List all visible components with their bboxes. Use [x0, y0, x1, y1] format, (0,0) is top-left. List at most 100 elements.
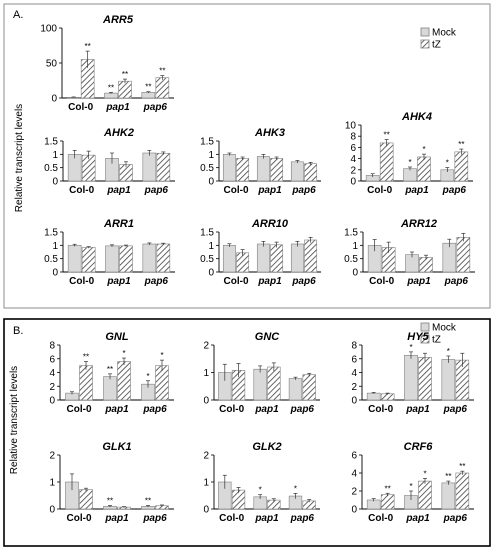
significance-mark: **	[85, 42, 91, 51]
y-tick-label: 2	[351, 382, 357, 393]
bar-tz-pap6	[456, 237, 471, 273]
significance-mark: **	[108, 83, 114, 92]
y-tick-label: 1	[52, 241, 58, 252]
significance-mark: **	[107, 365, 113, 374]
y-tick-label: 1	[203, 478, 209, 489]
y-tick-label: 8	[350, 132, 356, 143]
x-tick-label: pap1	[405, 404, 430, 415]
bar-tz-col-0	[379, 142, 394, 182]
y-tick-label: 2	[203, 451, 209, 462]
panel-letter: B.	[13, 325, 23, 337]
bar-tz-pap1	[270, 158, 284, 182]
x-tick-label: pap6	[290, 404, 315, 415]
x-tick-label: pap6	[444, 276, 469, 287]
chart-title: AHK3	[254, 127, 285, 139]
y-tick-label: 6	[350, 143, 356, 154]
y-tick-label: 100	[40, 24, 57, 35]
significance-mark: *	[122, 349, 125, 358]
y-tick-label: 6	[351, 354, 357, 365]
legend-tz-label: tZ	[432, 40, 441, 51]
bar-tz-pap6	[454, 151, 469, 182]
x-tick-label: pap1	[405, 513, 430, 524]
significance-mark: **	[159, 67, 165, 76]
bar-tz-pap6	[304, 239, 318, 273]
bar-mock-pap1	[104, 92, 118, 99]
x-tick-label: pap1	[104, 513, 129, 524]
panel-a-frame	[3, 3, 491, 309]
y-tick-label: 6	[351, 451, 357, 462]
y-tick-label: 1	[49, 478, 55, 489]
chart-arr10: ARR10 0 0.5 1 1.5 Col-0 pap1 pap6	[200, 218, 321, 287]
x-tick-label: Col-0	[224, 276, 249, 287]
significance-mark: *	[447, 347, 450, 356]
x-tick-label: pap6	[291, 185, 316, 196]
bar-tz-pap1	[418, 357, 432, 401]
chart-title: ARR10	[251, 218, 289, 230]
x-tick-label: Col-0	[69, 185, 94, 196]
y-tick-label: 1	[352, 241, 358, 252]
bar-tz-pap1	[419, 257, 433, 273]
x-tick-label: pap6	[142, 404, 167, 415]
x-tick-label: Col-0	[219, 513, 244, 524]
y-tick-label: 8	[49, 341, 55, 352]
chart-ahk3: AHK3 0 0.5 1 1.5 Col-0 pap1 pap6	[200, 127, 321, 196]
significance-mark: *	[160, 351, 163, 360]
x-tick-label: Col-0	[67, 404, 92, 415]
bar-tz-pap1	[119, 245, 133, 273]
y-tick-label: 1.5	[344, 228, 358, 239]
x-tick-label: Col-0	[69, 276, 94, 287]
x-tick-label: Col-0	[67, 513, 92, 524]
panel-letter: A.	[13, 9, 23, 21]
significance-mark: **	[145, 496, 151, 505]
y-tick-label: 0	[49, 396, 55, 407]
significance-mark: **	[107, 496, 113, 505]
bar-mock-pap1	[256, 156, 270, 182]
y-tick-label: 0	[51, 94, 57, 105]
y-tick-label: 0.5	[200, 163, 214, 174]
chart-title: AHK4	[401, 111, 432, 123]
x-tick-label: pap1	[106, 276, 131, 287]
y-tick-label: 1.5	[200, 137, 214, 148]
chart-glk1: GLK1 0 1 2 Col-0 pap1 ** pap6 **	[49, 441, 174, 524]
y-tick-label: 0.5	[44, 163, 58, 174]
bar-tz-pap6	[156, 152, 171, 182]
x-tick-label: Col-0	[224, 185, 249, 196]
x-tick-label: pap6	[142, 513, 167, 524]
bar-mock-pap6	[142, 152, 157, 182]
y-tick-label: 2	[203, 341, 209, 352]
x-tick-label: Col-0	[368, 404, 393, 415]
y-tick-label: 1.5	[44, 228, 58, 239]
x-tick-label: Col-0	[369, 276, 394, 287]
bar-tz-pap1	[418, 480, 432, 510]
charts-layer: A. ARR5050100Col-0**pap1****pap6****AHK20…	[13, 9, 475, 524]
significance-mark: *	[294, 484, 297, 493]
y-tick-label: 2	[49, 451, 55, 462]
bar-tz-pap6	[156, 243, 171, 273]
bar-tz-pap6	[455, 472, 470, 510]
chart-title: AHK2	[103, 127, 134, 139]
legend-tz-swatch	[420, 39, 430, 49]
y-tick-label: 0	[52, 177, 58, 188]
bar-mock-col-0	[67, 245, 82, 273]
y-tick-label: 1	[52, 150, 58, 161]
bar-mock-pap6	[288, 378, 303, 401]
bar-tz-pap6	[304, 163, 318, 182]
y-tick-label: 0	[208, 268, 214, 279]
x-tick-label: pap6	[443, 513, 468, 524]
panel-b-ylabel: Relative transcript levels	[9, 366, 20, 474]
significance-mark: *	[408, 158, 411, 167]
bar-mock-col-0	[222, 154, 236, 182]
chart-ahk2: AHK2 0 0.5 1 1.5 Col-0 pap1 pap6	[44, 127, 175, 196]
bar-mock-pap1	[404, 355, 418, 401]
chart-glk2: GLK2 0 1 2 Col-0 pap1 * pap6 *	[203, 441, 320, 524]
legend-mock-label: Mock	[432, 28, 457, 39]
significance-mark: **	[145, 83, 151, 92]
x-tick-label: pap6	[290, 513, 315, 524]
legend-mock-swatch	[420, 27, 430, 37]
y-tick-label: 1.5	[200, 228, 214, 239]
significance-mark: *	[422, 145, 425, 154]
y-tick-label: 4	[350, 154, 356, 165]
